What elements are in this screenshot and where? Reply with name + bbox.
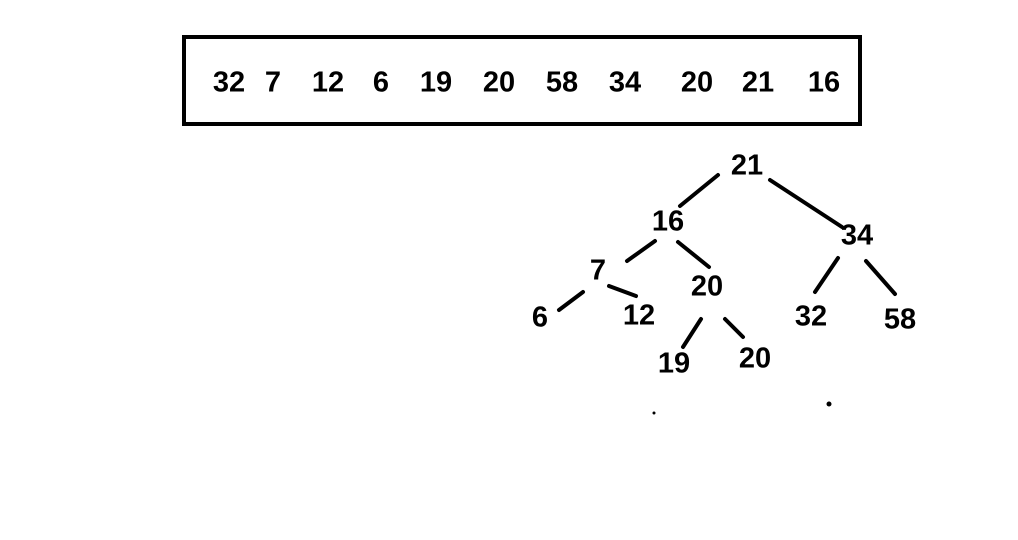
tree-node-12: 12 bbox=[622, 299, 656, 332]
tree-node-16: 16 bbox=[651, 205, 685, 238]
stray-dot bbox=[826, 401, 832, 407]
tree-node-20-left: 20 bbox=[690, 270, 724, 303]
tree-node-19: 19 bbox=[657, 347, 691, 380]
tree-node-58: 58 bbox=[883, 303, 917, 336]
edge-34-32 bbox=[813, 256, 840, 294]
tree-node-32: 32 bbox=[794, 300, 828, 333]
array-box bbox=[182, 35, 862, 126]
array-value-10: 16 bbox=[807, 66, 841, 99]
array-value-0: 32 bbox=[212, 66, 246, 99]
edge-21-16 bbox=[678, 173, 720, 208]
edge-7-12 bbox=[607, 284, 638, 298]
array-value-9: 21 bbox=[741, 66, 775, 99]
array-value-8: 20 bbox=[680, 66, 714, 99]
tree-node-7: 7 bbox=[589, 254, 607, 287]
array-value-5: 20 bbox=[482, 66, 516, 99]
array-value-3: 6 bbox=[372, 66, 390, 99]
tree-node-root: 21 bbox=[730, 149, 764, 182]
edge-20-19 bbox=[681, 317, 703, 349]
edge-21-34 bbox=[768, 178, 844, 229]
stray-dot bbox=[652, 411, 656, 415]
edge-7-6 bbox=[557, 290, 585, 312]
tree-node-20-right: 20 bbox=[738, 342, 772, 375]
array-value-1: 7 bbox=[264, 66, 282, 99]
array-value-7: 34 bbox=[608, 66, 642, 99]
edge-16-20 bbox=[676, 240, 711, 269]
tree-node-6: 6 bbox=[531, 301, 549, 334]
edge-20-20 bbox=[723, 317, 745, 339]
array-value-4: 19 bbox=[419, 66, 453, 99]
array-value-2: 12 bbox=[311, 66, 345, 99]
edge-16-7 bbox=[625, 239, 657, 263]
array-value-6: 58 bbox=[545, 66, 579, 99]
tree-node-34: 34 bbox=[840, 219, 874, 252]
edge-34-58 bbox=[864, 259, 897, 296]
